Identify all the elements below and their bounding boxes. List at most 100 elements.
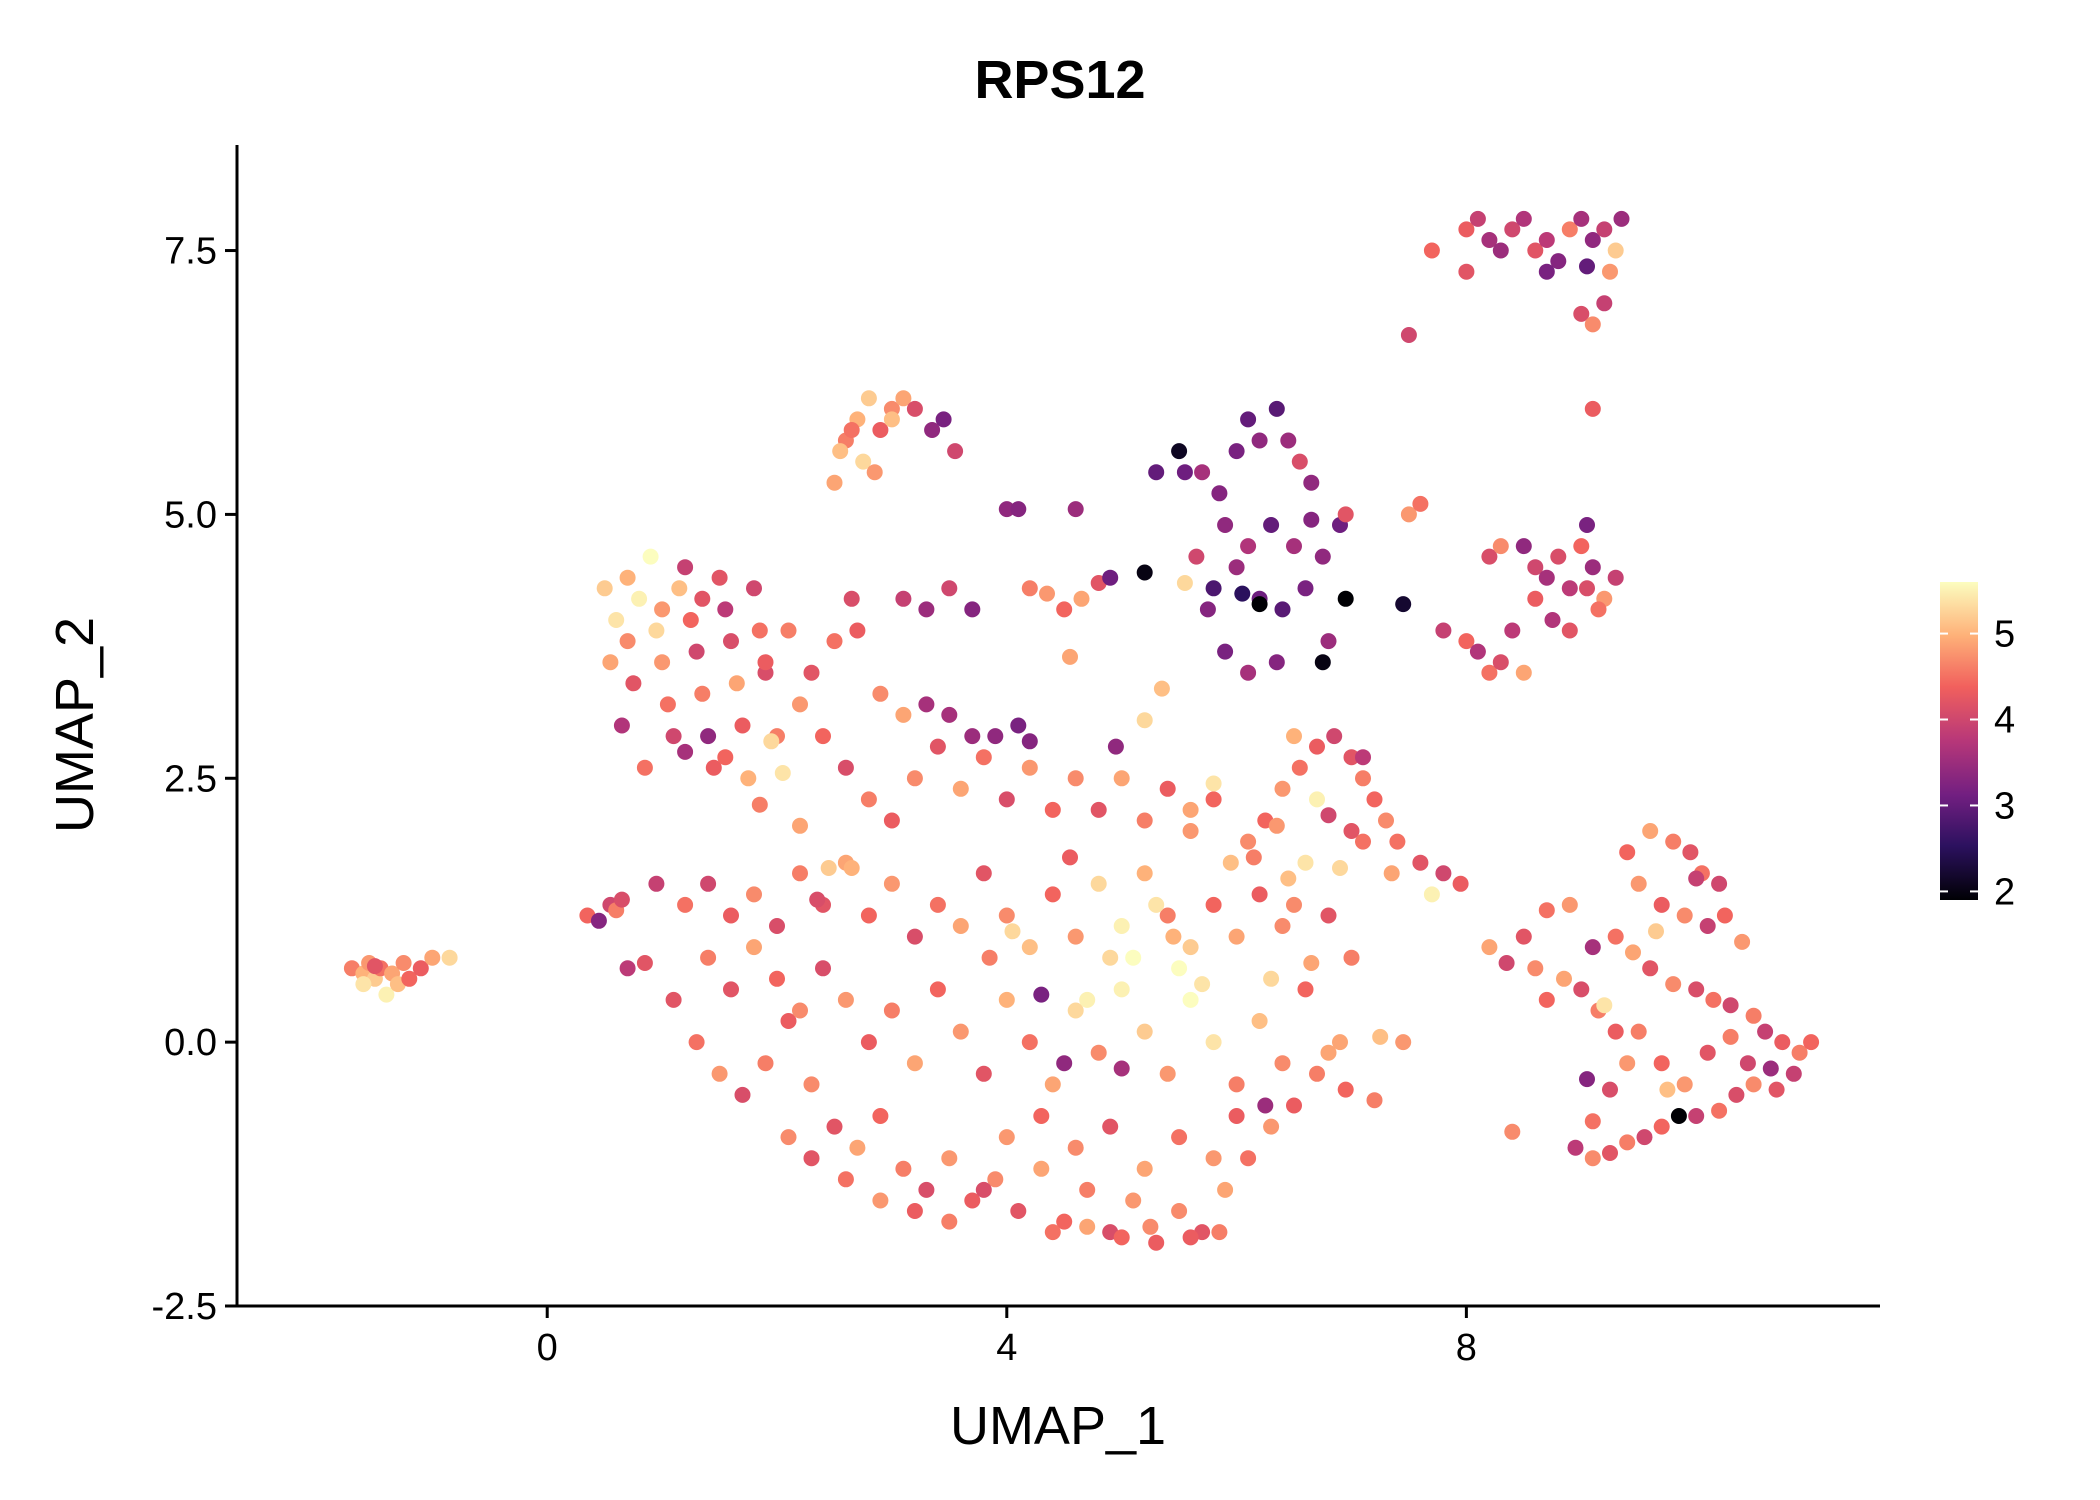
data-point	[1613, 210, 1630, 227]
data-point	[746, 580, 762, 597]
data-point	[1682, 844, 1699, 861]
data-point	[1211, 1224, 1228, 1241]
data-point	[1205, 775, 1222, 792]
data-point	[975, 865, 992, 882]
data-point	[1125, 949, 1142, 966]
data-point	[1268, 400, 1285, 417]
data-point	[1268, 817, 1285, 834]
data-point	[1044, 1224, 1061, 1241]
data-point	[964, 1192, 981, 1209]
data-point	[688, 643, 705, 660]
data-point	[1584, 232, 1601, 248]
data-point	[619, 960, 636, 977]
data-point	[596, 580, 613, 597]
chart-title: RPS12	[974, 50, 1145, 110]
data-point	[906, 1203, 923, 1219]
data-point	[860, 1034, 877, 1051]
data-point	[1211, 485, 1228, 502]
data-point	[1458, 221, 1475, 238]
data-point	[1688, 981, 1705, 998]
data-point	[1561, 896, 1578, 913]
data-point	[711, 569, 728, 586]
y-axis-label: UMAP_2	[45, 617, 105, 833]
data-point	[659, 696, 676, 713]
data-point	[1630, 1023, 1647, 1040]
data-point	[1550, 548, 1567, 565]
data-point	[780, 1013, 797, 1029]
data-point	[1268, 654, 1285, 671]
data-point	[1079, 991, 1096, 1008]
data-point	[1010, 501, 1027, 518]
data-point	[1274, 780, 1291, 797]
data-point	[1653, 896, 1670, 913]
data-point	[1182, 939, 1199, 956]
data-point	[1561, 622, 1578, 639]
data-point	[1171, 960, 1188, 977]
data-point	[1538, 902, 1555, 919]
data-point	[860, 907, 877, 924]
data-point	[1492, 242, 1509, 259]
data-point	[952, 1023, 969, 1040]
data-point	[723, 981, 739, 998]
data-point	[906, 1055, 923, 1072]
data-point	[1596, 295, 1613, 312]
data-point	[1722, 1028, 1739, 1045]
data-point	[1791, 1044, 1808, 1061]
data-point	[1711, 1102, 1728, 1119]
data-point	[803, 1076, 820, 1093]
x-tick-label: 0	[537, 1327, 558, 1369]
data-point	[590, 912, 607, 929]
data-point	[1194, 976, 1211, 993]
data-point	[1619, 1134, 1636, 1151]
data-point	[665, 991, 682, 1008]
data-point	[608, 612, 625, 628]
data-point	[1073, 590, 1090, 607]
data-point	[1653, 1055, 1670, 1072]
data-point	[1378, 812, 1394, 829]
data-point	[1280, 870, 1297, 887]
data-point	[677, 743, 694, 760]
data-point	[952, 780, 969, 797]
data-point	[1309, 1065, 1325, 1082]
data-point	[1584, 400, 1601, 417]
data-point	[774, 765, 791, 781]
data-point	[1590, 601, 1607, 618]
data-point	[1705, 991, 1722, 1008]
data-point	[734, 717, 751, 734]
colorbar-tick-label: 2	[1994, 871, 2015, 913]
data-point	[1676, 1076, 1693, 1093]
data-point	[1217, 643, 1234, 660]
data-point	[1021, 939, 1038, 956]
data-point	[1113, 918, 1130, 934]
data-point	[1251, 886, 1268, 903]
data-point	[740, 770, 757, 787]
data-point	[843, 590, 860, 607]
data-point	[872, 685, 889, 702]
data-point	[1412, 854, 1429, 871]
data-point	[1171, 1129, 1188, 1146]
data-point	[952, 918, 969, 934]
data-point	[1527, 960, 1544, 977]
data-point	[613, 717, 630, 734]
data-point	[1033, 986, 1050, 1003]
data-point	[1067, 770, 1084, 787]
data-point	[1550, 253, 1567, 270]
data-point	[1274, 1055, 1291, 1072]
data-point	[1716, 907, 1733, 924]
data-point	[1642, 960, 1659, 977]
data-point	[1538, 991, 1555, 1008]
data-point	[883, 812, 900, 829]
data-point	[1159, 907, 1176, 924]
data-point	[918, 1181, 935, 1198]
data-point	[1699, 918, 1716, 934]
data-point	[1182, 991, 1199, 1008]
data-point	[636, 759, 653, 776]
data-point	[717, 601, 734, 618]
data-point	[1337, 590, 1354, 607]
data-point	[1010, 717, 1027, 734]
data-point	[815, 728, 831, 745]
x-axis-label: UMAP_1	[950, 1396, 1166, 1456]
data-point	[1596, 221, 1613, 238]
data-point	[1665, 833, 1682, 850]
data-point	[1251, 1013, 1268, 1029]
